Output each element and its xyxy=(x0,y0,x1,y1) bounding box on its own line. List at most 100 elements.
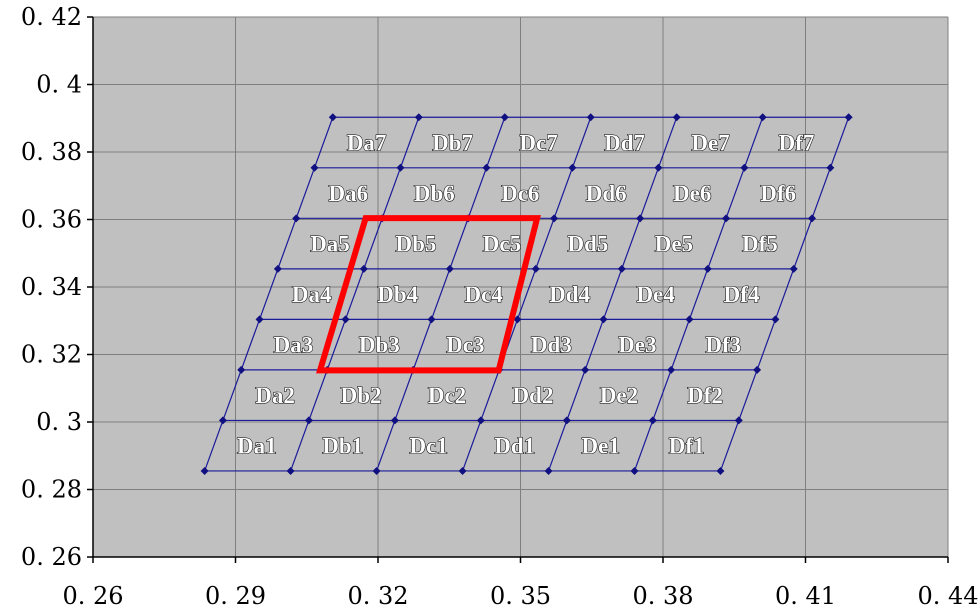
y-tick-label: 0. 26 xyxy=(21,543,82,571)
mesh-point xyxy=(544,466,553,475)
cell-label: Dd6 xyxy=(586,181,627,206)
y-tick-label: 0. 4 xyxy=(36,71,82,99)
cell-label: Da6 xyxy=(329,181,369,206)
mesh-point xyxy=(200,466,209,475)
cell-label: Da4 xyxy=(292,282,332,307)
cell-label: Da7 xyxy=(347,131,387,156)
cell-label: Df4 xyxy=(724,282,760,307)
cell-label: Dd5 xyxy=(567,232,608,257)
cell-label: Da2 xyxy=(255,383,295,408)
cell-label: Dd2 xyxy=(513,383,554,408)
cell-label: De4 xyxy=(636,282,675,307)
mesh-point xyxy=(341,315,350,324)
x-tick-label: 0. 26 xyxy=(62,582,123,610)
mesh-point xyxy=(630,466,639,475)
mesh-point xyxy=(581,365,590,374)
mesh-point xyxy=(722,214,731,223)
mesh-point xyxy=(734,416,743,425)
cell-label: De5 xyxy=(655,232,693,257)
cell-labels: Da1 Db1 Dc1 Dd1 De1 Df1 Da2 Db2 Dc2 Dd2 De2 Df2 Da3 D… xyxy=(236,130,815,459)
cell-label: Df7 xyxy=(779,131,815,156)
mesh-point xyxy=(482,163,491,172)
mesh-point xyxy=(740,163,749,172)
x-tick-label: 0. 44 xyxy=(917,582,978,610)
mesh-point xyxy=(703,264,712,273)
mesh-point xyxy=(654,163,663,172)
cell-label: Df3 xyxy=(705,333,741,358)
mesh-column-line xyxy=(376,117,506,472)
mesh-point xyxy=(359,264,368,273)
mesh-point xyxy=(476,416,485,425)
cell-label: Dc5 xyxy=(483,232,521,257)
mesh-point xyxy=(328,113,337,122)
mesh-point xyxy=(562,416,571,425)
cell-label: Dd3 xyxy=(531,333,572,358)
cell-label: Dd7 xyxy=(604,131,645,156)
mesh-point xyxy=(500,113,509,122)
cell-label: Db6 xyxy=(414,181,455,206)
cell-label: Dc7 xyxy=(519,131,557,156)
highlight-quadrangle xyxy=(316,215,541,374)
mesh-point xyxy=(672,113,681,122)
mesh-point xyxy=(758,113,767,122)
cell-label: Db4 xyxy=(377,282,418,307)
mesh-column-line xyxy=(719,117,850,472)
cell-label: Da1 xyxy=(237,434,277,459)
y-tick-label: 0. 42 xyxy=(21,3,82,31)
cell-label: Da3 xyxy=(274,333,314,358)
mesh-point xyxy=(372,466,381,475)
mesh-point xyxy=(667,365,676,374)
mesh-point xyxy=(586,113,595,122)
cell-label: Dc2 xyxy=(428,383,466,408)
mesh-column-line xyxy=(547,117,678,472)
mesh-point xyxy=(808,214,817,223)
cell-label: Db3 xyxy=(359,333,400,358)
cell-label: Dc6 xyxy=(501,181,539,206)
mesh-point xyxy=(304,416,313,425)
cell-label: De3 xyxy=(618,333,656,358)
mesh-point xyxy=(617,264,626,273)
mesh-column-line xyxy=(461,117,592,472)
y-tick-label: 0. 36 xyxy=(21,206,82,234)
mesh-point xyxy=(844,113,853,122)
mesh-point xyxy=(636,214,645,223)
mesh-point xyxy=(458,466,467,475)
y-tick-label: 0. 34 xyxy=(21,273,82,301)
mesh-point xyxy=(716,466,725,475)
mesh-point xyxy=(445,264,454,273)
x-axis-ticks: 0. 26 0. 29 0. 32 0. 35 0. 38 0. 41 0. 44 xyxy=(62,557,979,610)
mesh-point xyxy=(599,315,608,324)
mesh-column-line xyxy=(204,117,334,472)
cell-label: De6 xyxy=(673,181,711,206)
mesh-point xyxy=(237,365,246,374)
mesh-point xyxy=(826,163,835,172)
mesh-point xyxy=(789,264,798,273)
mesh-point xyxy=(390,416,399,425)
cell-label: Dd1 xyxy=(494,434,535,459)
cell-label: Df6 xyxy=(760,181,796,206)
cell-label: Dc4 xyxy=(464,282,503,307)
y-tick-label: 0. 38 xyxy=(21,138,82,166)
mesh-point xyxy=(396,163,405,172)
cell-label: Db1 xyxy=(322,434,363,459)
mesh-column-line xyxy=(290,117,420,472)
cell-label: De2 xyxy=(600,383,638,408)
cell-label: Db5 xyxy=(396,232,437,257)
mesh-point xyxy=(286,466,295,475)
mesh-point xyxy=(273,264,282,273)
cell-label: Db7 xyxy=(432,131,473,156)
cell-label: Da5 xyxy=(310,232,350,257)
mesh-point xyxy=(550,214,559,223)
x-tick-label: 0. 32 xyxy=(347,582,408,610)
mesh-point xyxy=(218,416,227,425)
mesh-point xyxy=(771,315,780,324)
x-tick-label: 0. 41 xyxy=(775,582,836,610)
mesh-point xyxy=(568,163,577,172)
cell-label: Df1 xyxy=(669,434,705,459)
mesh-point xyxy=(685,315,694,324)
mesh-point xyxy=(648,416,657,425)
highlight-layer xyxy=(316,215,541,374)
y-tick-label: 0. 28 xyxy=(21,476,82,504)
x-tick-label: 0. 35 xyxy=(490,582,551,610)
mesh-point xyxy=(414,113,423,122)
